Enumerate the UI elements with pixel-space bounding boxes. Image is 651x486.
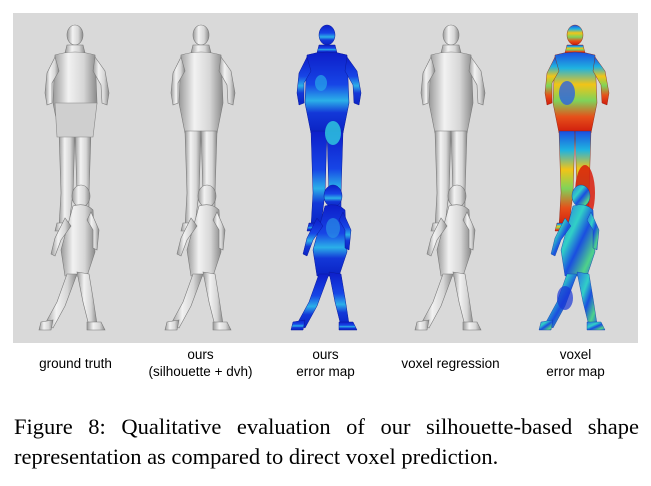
column-labels: ground truth ours (silhouette + dvh) our… xyxy=(13,346,638,390)
render-voxel-error-bottom xyxy=(538,184,606,331)
column-label-ours: ours (silhouette + dvh) xyxy=(148,347,253,379)
column-label-voxel-error-map: voxel error map xyxy=(546,347,605,379)
figure-caption: Figure 8: Qualitative evaluation of our … xyxy=(14,414,639,469)
figure-panel xyxy=(13,13,638,343)
figure-renders xyxy=(38,24,610,331)
render-ours-error-bottom xyxy=(290,184,358,331)
column-label-ours-error-map: ours error map xyxy=(296,347,355,379)
column-label-ground-truth: ground truth xyxy=(39,356,112,371)
render-ground-truth-bottom xyxy=(38,184,106,331)
render-voxel-regression-bottom xyxy=(414,184,482,331)
render-ours-error-top xyxy=(296,24,362,232)
render-ground-truth-top xyxy=(44,24,110,232)
column-label-voxel-regression: voxel regression xyxy=(401,356,500,371)
render-ours-bottom xyxy=(164,184,232,331)
